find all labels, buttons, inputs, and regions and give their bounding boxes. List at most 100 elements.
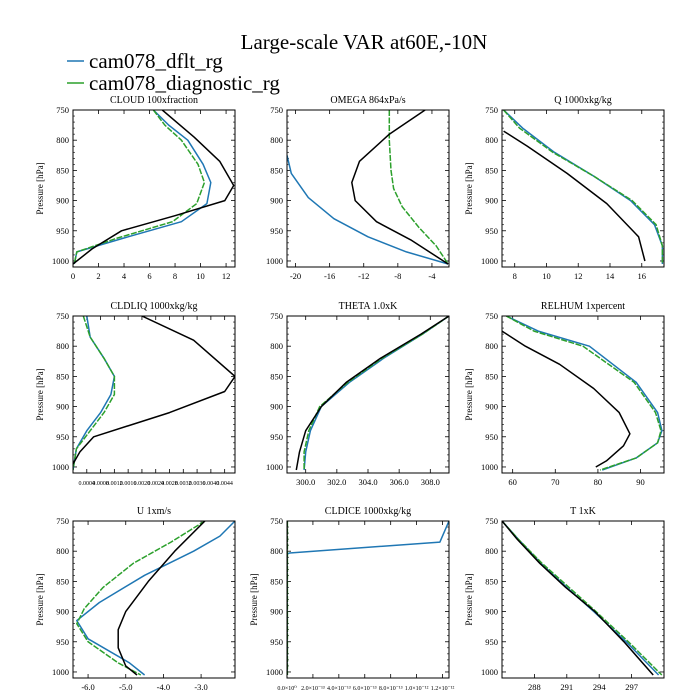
chart-panel: T 1xK Pressure [hPa] 288 291 294 297 750 800 850… bbox=[464, 506, 665, 692]
y-tick-label: 1000 bbox=[52, 462, 69, 472]
y-tick-label: 1000 bbox=[52, 667, 69, 677]
plot-frame bbox=[501, 315, 665, 474]
plot-frame bbox=[72, 315, 236, 474]
y-tick-label: 850 bbox=[270, 576, 283, 586]
y-axis-label: Pressure [hPa] bbox=[464, 573, 474, 625]
y-tick-label: 850 bbox=[485, 371, 498, 381]
y-tick-label: 950 bbox=[270, 226, 283, 236]
series-line-diagnostic bbox=[303, 316, 449, 470]
plot-frame bbox=[286, 315, 450, 474]
series-line-dflt bbox=[73, 316, 116, 471]
y-tick-label: 850 bbox=[56, 371, 69, 381]
x-tick-label: 0.0008 bbox=[92, 481, 109, 487]
y-axis-label: Pressure [hPa] bbox=[35, 368, 45, 420]
y-tick-label: 1000 bbox=[481, 462, 498, 472]
plot-frame bbox=[501, 109, 665, 268]
x-tick-label: 308.0 bbox=[421, 477, 440, 487]
y-tick-label: 850 bbox=[485, 165, 498, 175]
x-tick-label: 1.0×10⁻¹² bbox=[405, 686, 429, 692]
x-tick-label: 6.0×10⁻¹³ bbox=[353, 686, 377, 692]
x-tick-label: -8 bbox=[394, 271, 401, 281]
y-tick-label: 800 bbox=[270, 341, 283, 351]
series-line-diagnostic bbox=[505, 316, 662, 471]
y-tick-label: 900 bbox=[485, 196, 498, 206]
series-line-diagnostic bbox=[76, 521, 206, 676]
y-tick-label: 1000 bbox=[266, 256, 283, 266]
x-tick-label: 0.0016 bbox=[120, 481, 137, 487]
y-tick-label: 900 bbox=[485, 402, 498, 412]
y-tick-label: 750 bbox=[56, 516, 69, 526]
x-tick-label: -16 bbox=[324, 271, 335, 281]
y-tick-label: 950 bbox=[485, 637, 498, 647]
y-tick-label: 800 bbox=[485, 341, 498, 351]
x-tick-label: 0.0044 bbox=[216, 481, 233, 487]
series-line-diagnostic bbox=[73, 316, 116, 471]
series-line-diagnostic bbox=[73, 110, 206, 265]
plot-frame bbox=[501, 520, 665, 679]
x-tick-label: 60 bbox=[508, 477, 517, 487]
panel-title: CLOUD 100xfraction bbox=[110, 95, 198, 106]
plot-frame bbox=[286, 109, 450, 268]
series-line-dflt bbox=[76, 521, 235, 676]
y-axis-label: Pressure [hPa] bbox=[35, 573, 45, 625]
chart-panel: CLDICE 1000xkg/kg Pressure [hPa] 0.0×10⁰ 2.… bbox=[249, 506, 455, 692]
x-tick-label: 8 bbox=[173, 271, 177, 281]
x-tick-label: 304.0 bbox=[358, 477, 377, 487]
panel-title: U 1xm/s bbox=[137, 506, 171, 517]
x-tick-label: 0.0032 bbox=[175, 481, 192, 487]
legend-label-diagnostic: cam078_diagnostic_rg bbox=[89, 71, 280, 95]
y-tick-label: 900 bbox=[56, 402, 69, 412]
x-tick-label: 8 bbox=[513, 271, 517, 281]
series-line-black bbox=[502, 330, 631, 468]
x-tick-label: -20 bbox=[290, 271, 301, 281]
chart-panel: Q 1000xkg/kg Pressure [hPa] 8 10 12 14 16 750 80… bbox=[464, 95, 665, 281]
x-tick-label: 291 bbox=[560, 682, 573, 692]
x-tick-label: 80 bbox=[594, 477, 603, 487]
series-line-diagnostic bbox=[388, 110, 449, 265]
y-tick-label: 1000 bbox=[266, 667, 283, 677]
x-tick-label: 4.0×10⁻¹³ bbox=[327, 686, 351, 692]
y-tick-label: 800 bbox=[56, 135, 69, 145]
x-tick-label: 2.0×10⁻¹³ bbox=[301, 686, 325, 692]
x-tick-label: 0.0028 bbox=[161, 481, 178, 487]
y-tick-label: 950 bbox=[56, 226, 69, 236]
series-line-dflt bbox=[505, 316, 663, 471]
x-tick-label: -4.0 bbox=[157, 682, 170, 692]
x-tick-label: 300.0 bbox=[296, 477, 315, 487]
panel-title: OMEGA 864xPa/s bbox=[330, 95, 405, 106]
x-tick-label: 0.0024 bbox=[147, 481, 164, 487]
x-tick-label: 288 bbox=[528, 682, 541, 692]
panel-title: CLDLIQ 1000xkg/kg bbox=[111, 301, 198, 312]
x-tick-label: 12 bbox=[574, 271, 583, 281]
y-tick-label: 850 bbox=[485, 576, 498, 586]
x-tick-label: 306.0 bbox=[390, 477, 409, 487]
y-tick-label: 800 bbox=[485, 135, 498, 145]
chart-panel: U 1xm/s Pressure [hPa] -6.0 -5.0 -4.0 -3.0 750… bbox=[35, 506, 236, 692]
y-tick-label: 950 bbox=[270, 637, 283, 647]
y-axis-label: Pressure [hPa] bbox=[464, 162, 474, 214]
y-tick-label: 800 bbox=[270, 546, 283, 556]
series-line-black bbox=[117, 521, 206, 676]
panel-title: CLDICE 1000xkg/kg bbox=[325, 506, 411, 517]
x-tick-label: 294 bbox=[593, 682, 607, 692]
legend: cam078_dflt_rg cam078_diagnostic_rg bbox=[67, 49, 280, 95]
x-tick-label: -6.0 bbox=[81, 682, 94, 692]
y-axis-label: Pressure [hPa] bbox=[249, 573, 259, 625]
y-tick-label: 900 bbox=[270, 196, 283, 206]
y-tick-label: 800 bbox=[270, 135, 283, 145]
x-tick-label: -12 bbox=[358, 271, 369, 281]
y-tick-label: 750 bbox=[270, 105, 283, 115]
x-tick-label: 0.0012 bbox=[106, 481, 123, 487]
x-tick-label: 297 bbox=[625, 682, 638, 692]
y-tick-label: 800 bbox=[485, 546, 498, 556]
y-tick-label: 750 bbox=[485, 105, 498, 115]
x-tick-label: 90 bbox=[636, 477, 645, 487]
y-tick-label: 750 bbox=[56, 311, 69, 321]
series-line-black bbox=[502, 521, 654, 676]
series-line-black bbox=[295, 316, 449, 471]
panel-title: RELHUM 1xpercent bbox=[541, 301, 625, 312]
series-line-diagnostic bbox=[503, 110, 664, 264]
plot-frame bbox=[286, 520, 450, 679]
x-tick-label: 1.2×10⁻¹² bbox=[431, 686, 455, 692]
